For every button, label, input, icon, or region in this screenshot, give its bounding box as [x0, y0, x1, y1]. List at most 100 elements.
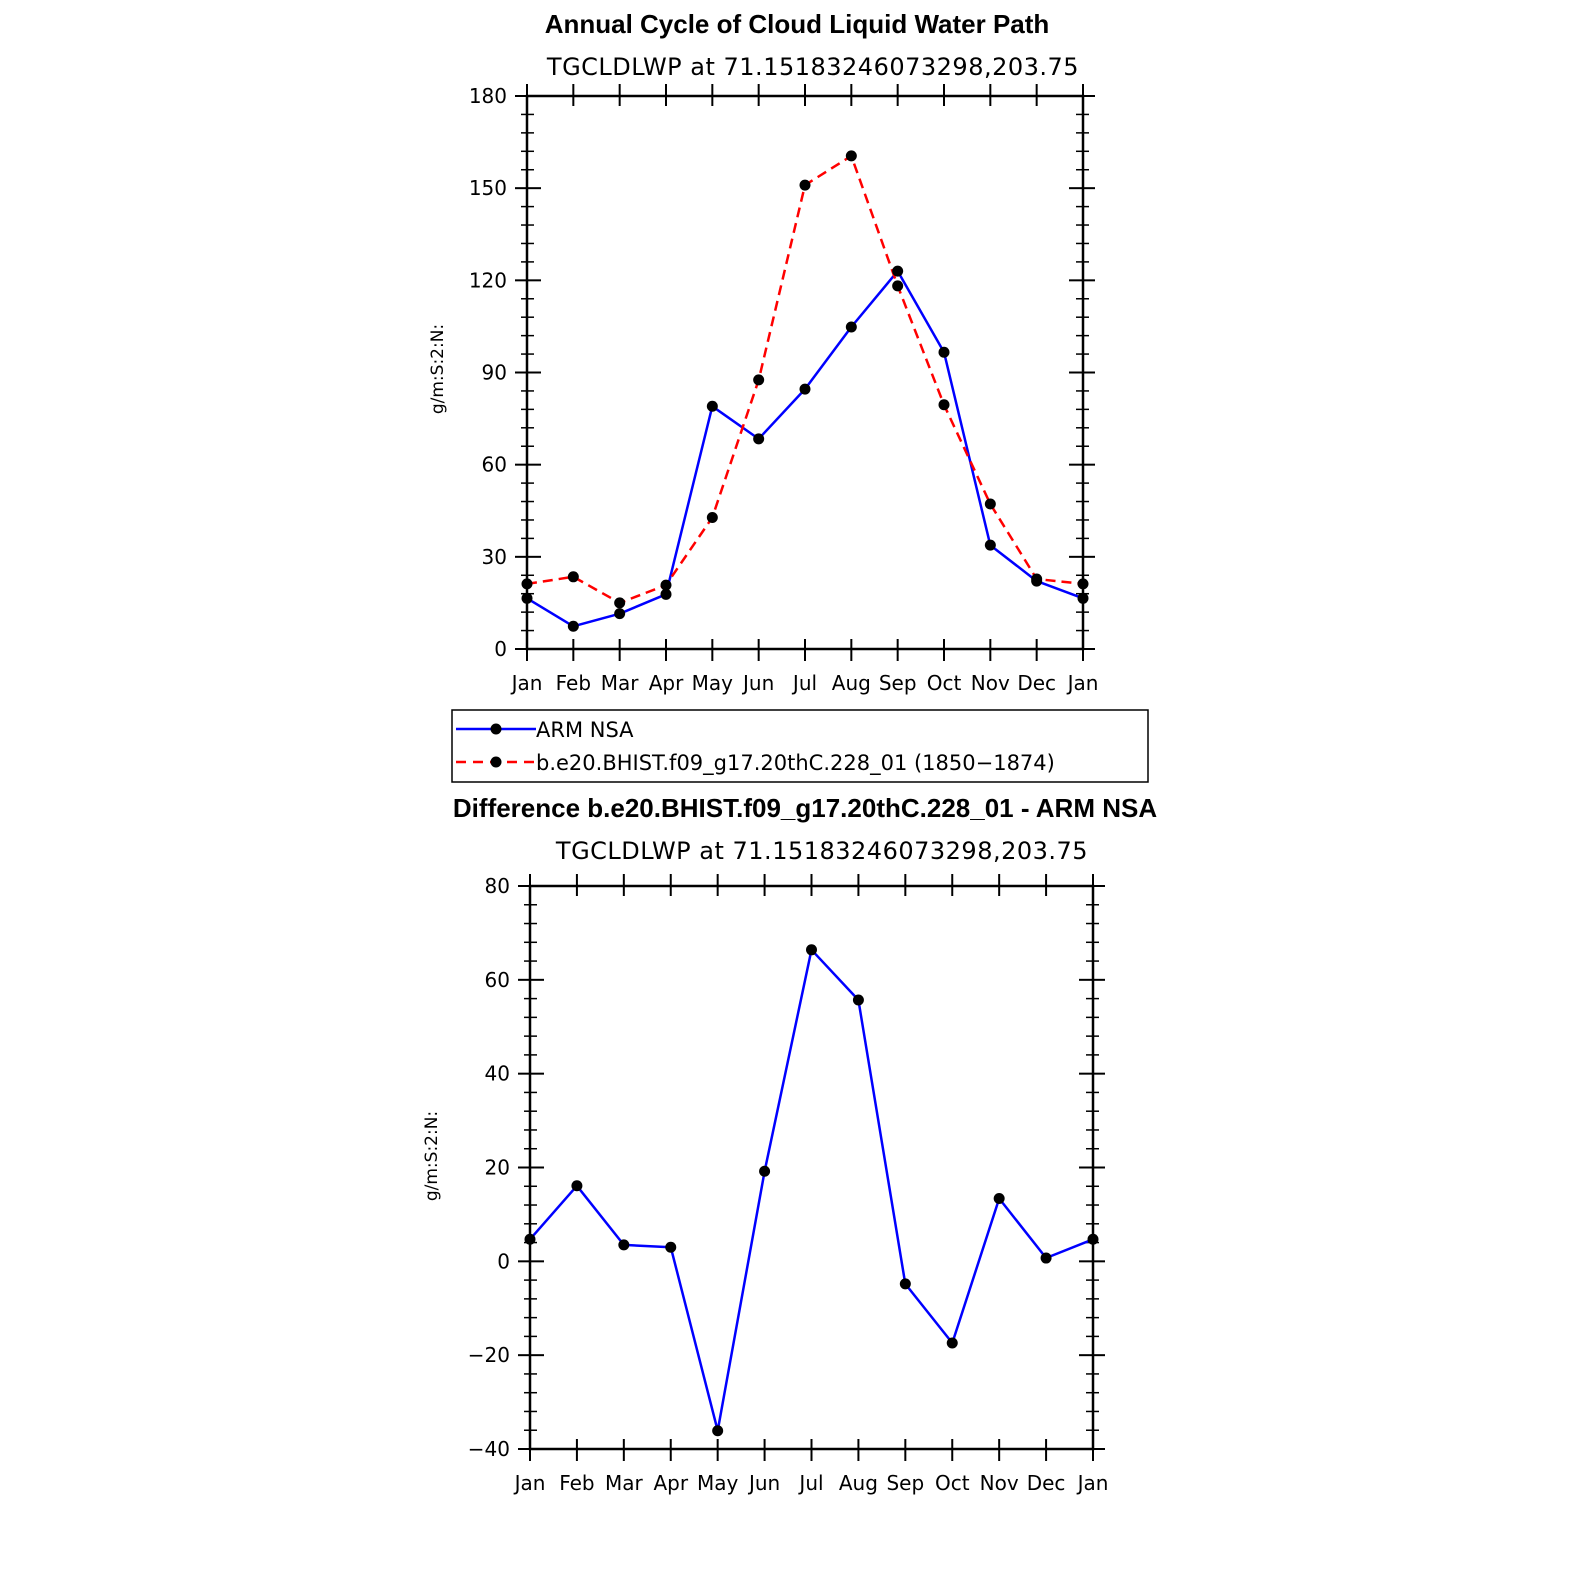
x-tick-label: Dec	[1017, 671, 1056, 695]
legend-box	[451, 709, 1149, 783]
plot-area: −40 −20 0 20 40 60 80 Jan Feb Mar Apr May Jun Jul Aug S…	[468, 874, 1109, 1495]
plot-area: 0 30 60 90 120 150 180 Jan Feb Mar Apr May Jun Jul Aug…	[469, 84, 1099, 695]
y-tick-label: 180	[469, 84, 507, 108]
y-axis-label: g/m:S:2:N:	[422, 1111, 442, 1201]
chart-subtitle: TGCLDLWP at 71.15183246073298,203.75	[555, 837, 1088, 865]
data-point	[706, 400, 718, 412]
data-point	[892, 265, 904, 277]
legend-marker-arm	[490, 723, 502, 735]
data-point	[614, 608, 626, 620]
data-point	[1077, 592, 1089, 604]
x-tick-label: Nov	[971, 671, 1010, 695]
y-tick-label: 90	[482, 361, 507, 385]
y-tick-label: 30	[482, 545, 507, 569]
y-tick-label: 0	[497, 1249, 510, 1273]
data-point	[1077, 578, 1089, 590]
x-tick-label: Apr	[649, 671, 684, 695]
data-point	[706, 512, 718, 524]
y-tick-label: −40	[468, 1437, 510, 1461]
data-point	[799, 179, 811, 191]
data-point	[753, 433, 765, 445]
y-axis-label: g/m:S:2:N:	[428, 324, 448, 414]
y-tick-label: 80	[485, 874, 510, 898]
data-point	[799, 383, 811, 395]
x-tick-label: Sep	[879, 671, 917, 695]
chart-title: Difference b.e20.BHIST.f09_g17.20thC.228…	[453, 793, 1157, 823]
data-point	[1087, 1233, 1099, 1245]
data-point	[571, 1180, 583, 1192]
legend-marker-model	[490, 756, 502, 768]
x-tick-label: Dec	[1027, 1471, 1066, 1495]
plot-frame	[528, 884, 1095, 1451]
x-tick-label: Oct	[927, 671, 962, 695]
x-tick-label: Jan	[1076, 1471, 1109, 1495]
series-line-1	[526, 154, 1084, 605]
data-point	[567, 620, 579, 632]
data-point	[946, 1337, 958, 1349]
legend-label-arm: ARM NSA	[536, 718, 634, 742]
x-tick-label: Jul	[791, 671, 817, 695]
y-tick-label: 60	[485, 968, 510, 992]
data-point	[660, 579, 672, 591]
x-tick-label: Jan	[513, 1471, 546, 1495]
difference-chart: Difference b.e20.BHIST.f09_g17.20thC.228…	[422, 793, 1157, 1495]
data-point	[1040, 1252, 1052, 1264]
data-point	[845, 321, 857, 333]
x-tick-label: Jun	[741, 671, 774, 695]
data-point	[759, 1165, 771, 1177]
series-line-0	[526, 269, 1084, 628]
y-tick-label: 0	[494, 637, 507, 661]
x-tick-label: Jul	[797, 1471, 823, 1495]
y-tick-label: 120	[469, 268, 507, 292]
data-point	[660, 588, 672, 600]
data-point	[618, 1239, 630, 1251]
data-point	[665, 1241, 677, 1253]
x-tick-label: Aug	[839, 1471, 878, 1495]
y-tick-label: −20	[468, 1343, 510, 1367]
data-point	[614, 597, 626, 609]
x-tick-label: Aug	[832, 671, 871, 695]
annual-cycle-chart: Annual Cycle of Cloud Liquid Water Path …	[428, 9, 1098, 695]
y-tick-label: 150	[469, 176, 507, 200]
data-point	[753, 374, 765, 386]
legend: ARM NSA b.e20.BHIST.f09_g17.20thC.228_01…	[451, 709, 1149, 783]
data-point	[984, 498, 996, 510]
data-point	[892, 280, 904, 292]
x-tick-label: Nov	[980, 1471, 1019, 1495]
x-tick-label: Oct	[935, 1471, 970, 1495]
x-tick-label: Jun	[747, 1471, 780, 1495]
data-point	[521, 592, 533, 604]
x-tick-label: Feb	[559, 1471, 594, 1495]
x-tick-label: Apr	[653, 1471, 688, 1495]
data-point	[899, 1278, 911, 1290]
data-point	[984, 539, 996, 551]
series-line-0	[529, 948, 1094, 1432]
y-tick-label: 60	[482, 453, 507, 477]
data-point	[993, 1192, 1005, 1204]
y-tick-label: 40	[485, 1062, 510, 1086]
data-point	[524, 1233, 536, 1245]
x-tick-label: Jan	[1066, 671, 1099, 695]
data-point	[845, 150, 857, 162]
data-point	[567, 571, 579, 583]
x-tick-label: Jan	[510, 671, 543, 695]
data-point	[806, 944, 817, 956]
legend-label-model: b.e20.BHIST.f09_g17.20thC.228_01 (1850−1…	[536, 751, 1055, 776]
plot-frame	[525, 94, 1085, 651]
x-tick-label: Feb	[556, 671, 591, 695]
x-tick-label: Sep	[886, 1471, 924, 1495]
data-point	[712, 1425, 724, 1437]
data-point	[938, 346, 950, 358]
data-point	[521, 578, 533, 590]
chart-subtitle: TGCLDLWP at 71.15183246073298,203.75	[546, 53, 1079, 81]
x-tick-label: Mar	[605, 1471, 644, 1495]
x-tick-label: May	[692, 671, 734, 695]
y-tick-label: 20	[485, 1156, 510, 1180]
data-point	[938, 399, 950, 411]
data-point	[1031, 573, 1043, 585]
data-point	[852, 994, 864, 1006]
x-tick-label: May	[697, 1471, 739, 1495]
chart-title: Annual Cycle of Cloud Liquid Water Path	[545, 9, 1050, 39]
x-tick-label: Mar	[601, 671, 640, 695]
